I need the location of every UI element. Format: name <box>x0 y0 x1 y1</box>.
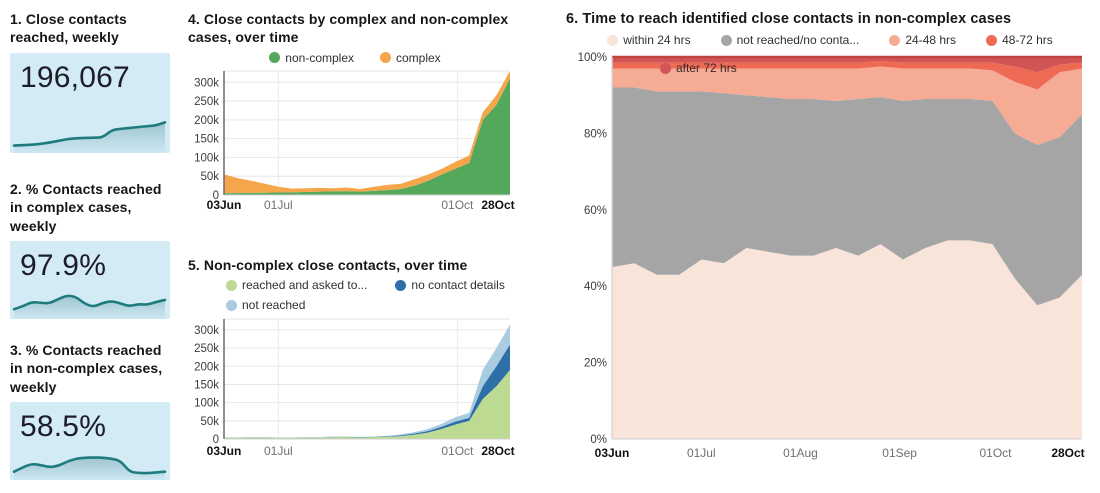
svg-text:300k: 300k <box>194 325 219 337</box>
stacked-area-chart[interactable]: 0 50k 100k 150k 200k 250k 300k 03Jun 01Jul 01Oct 2… <box>188 65 520 215</box>
kpi-box: 97.9% <box>10 241 170 320</box>
legend-item-after-72[interactable]: after 72 hrs <box>660 61 737 75</box>
legend-item-complex[interactable]: complex <box>380 51 441 65</box>
legend-label: no contact details <box>411 278 505 293</box>
kpi-title: 2. % Contacts reached in complex cases, … <box>10 181 162 234</box>
legend-swatch-icon <box>269 52 281 64</box>
legend-label: non-complex <box>285 50 354 65</box>
legend-label: not reached/no conta... <box>736 33 860 48</box>
legend-swatch-icon <box>226 299 237 311</box>
sparkline-chart <box>12 294 167 320</box>
legend-item-no-contact-details[interactable]: no contact details <box>395 278 505 293</box>
svg-text:100k: 100k <box>194 398 219 410</box>
svg-text:50k: 50k <box>200 416 219 428</box>
legend-swatch-icon <box>720 34 732 46</box>
svg-text:03Jun: 03Jun <box>207 198 242 212</box>
svg-text:03Jun: 03Jun <box>207 444 242 458</box>
svg-text:03Jun: 03Jun <box>595 446 630 460</box>
kpi-card-pct-reached-non-complex: 3. % Contacts reached in non-complex cas… <box>10 341 170 481</box>
chart-time-to-reach-contacts: 6. Time to reach identified close contac… <box>566 10 1094 463</box>
chart-legend: non-complex complex <box>188 51 522 65</box>
legend-item-not-reached[interactable]: not reached/no conta... <box>720 33 860 48</box>
svg-text:01Sep: 01Sep <box>882 446 917 460</box>
svg-text:60%: 60% <box>584 205 607 217</box>
kpi-box: 196,067 <box>10 52 170 153</box>
legend-swatch-icon <box>395 279 407 291</box>
legend-item-not-reached[interactable]: not reached <box>226 298 305 312</box>
svg-text:0: 0 <box>213 434 219 446</box>
svg-text:01Oct: 01Oct <box>441 444 474 458</box>
legend-label: within 24 hrs <box>623 33 691 48</box>
chart-legend: reached and asked to... no contact detai… <box>188 278 526 312</box>
svg-text:80%: 80% <box>584 129 607 141</box>
stacked-area-chart[interactable]: 0 50k 100k 150k 200k 250k 300k 03Jun 01Jul 01Oct 2… <box>188 315 520 461</box>
svg-text:01Oct: 01Oct <box>441 198 474 212</box>
svg-text:100k: 100k <box>194 152 219 164</box>
svg-text:28Oct: 28Oct <box>1051 446 1084 460</box>
svg-text:200k: 200k <box>194 115 219 127</box>
kpi-title: 1. Close contacts reached, weekly <box>10 11 127 46</box>
chart-title: 6. Time to reach identified close contac… <box>566 11 1012 27</box>
svg-text:0%: 0% <box>590 434 607 446</box>
chart-title: 5. Non-complex close contacts, over time <box>188 257 468 273</box>
chart-close-contacts-by-case-type: 4. Close contacts by complex and non-com… <box>188 10 522 215</box>
legend-item-non-complex[interactable]: non-complex <box>269 51 354 65</box>
legend-item-48-72[interactable]: 48-72 hrs <box>986 33 1053 47</box>
svg-text:01Jul: 01Jul <box>687 446 716 460</box>
svg-text:01Jul: 01Jul <box>264 198 293 212</box>
svg-text:28Oct: 28Oct <box>481 198 514 212</box>
kpi-box: 58.5% <box>10 402 170 481</box>
legend-label: complex <box>396 50 441 65</box>
kpi-value: 58.5% <box>20 410 107 444</box>
svg-text:28Oct: 28Oct <box>481 444 514 458</box>
percent-stacked-area-chart[interactable]: 0% 20% 40% 60% 80% 100% 03Jun 01Jul 01Aug 01Sep 01… <box>566 51 1090 463</box>
legend-swatch-icon <box>986 34 998 46</box>
svg-text:200k: 200k <box>194 362 219 374</box>
svg-text:100%: 100% <box>578 52 607 64</box>
legend-label: not reached <box>242 298 306 313</box>
legend-swatch-icon <box>226 279 237 291</box>
svg-text:150k: 150k <box>194 380 219 392</box>
legend-swatch-icon <box>660 62 671 74</box>
svg-text:150k: 150k <box>194 134 219 146</box>
legend-item-24-48[interactable]: 24-48 hrs <box>889 33 956 47</box>
svg-text:01Oct: 01Oct <box>980 446 1013 460</box>
svg-text:300k: 300k <box>194 77 219 89</box>
chart-non-complex-close-contacts: 5. Non-complex close contacts, over time… <box>188 256 522 461</box>
svg-text:250k: 250k <box>194 344 219 356</box>
svg-text:0: 0 <box>213 190 219 202</box>
legend-label: 24-48 hrs <box>905 33 957 48</box>
kpi-value: 196,067 <box>20 60 130 94</box>
kpi-title: 3. % Contacts reached in non-complex cas… <box>10 342 163 395</box>
sparkline-chart <box>12 456 167 481</box>
legend-label: after 72 hrs <box>676 61 737 75</box>
svg-text:250k: 250k <box>194 96 219 108</box>
legend-swatch-icon <box>380 52 391 64</box>
kpi-card-close-contacts-reached: 1. Close contacts reached, weekly 196,06… <box>10 10 170 153</box>
legend-swatch-icon <box>889 34 901 46</box>
legend-item-within-24[interactable]: within 24 hrs <box>607 33 691 48</box>
svg-text:01Aug: 01Aug <box>783 446 818 460</box>
legend-label: reached and asked to... <box>242 278 368 293</box>
legend-item-reached[interactable]: reached and asked to... <box>226 278 367 292</box>
kpi-card-pct-reached-complex: 2. % Contacts reached in complex cases, … <box>10 180 170 320</box>
svg-text:40%: 40% <box>584 281 607 293</box>
svg-text:01Jul: 01Jul <box>264 444 293 458</box>
legend-label: 48-72 hrs <box>1002 33 1053 48</box>
legend-swatch-icon <box>607 34 619 46</box>
kpi-value: 97.9% <box>20 249 107 283</box>
svg-text:50k: 50k <box>200 171 219 183</box>
chart-legend: within 24 hrs not reached/no conta... 24… <box>566 33 1094 47</box>
chart-title: 4. Close contacts by complex and non-com… <box>188 11 509 46</box>
sparkline-chart <box>12 120 167 153</box>
svg-text:20%: 20% <box>584 358 607 370</box>
